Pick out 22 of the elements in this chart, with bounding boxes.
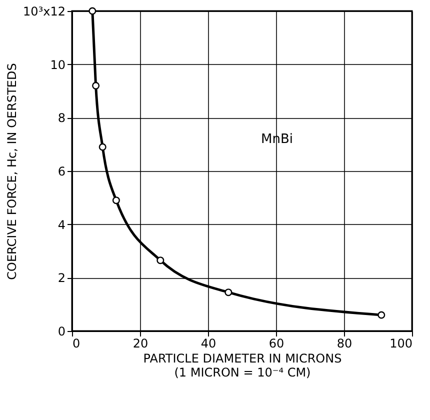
y-tick-label: 2 bbox=[58, 271, 66, 286]
x-tick-label: 20 bbox=[132, 336, 148, 350]
y-tick-label: 6 bbox=[58, 164, 66, 178]
y-tick-label: 4 bbox=[58, 218, 66, 232]
point bbox=[224, 288, 232, 296]
point bbox=[88, 7, 96, 15]
point bbox=[112, 196, 120, 204]
y-tick-label: 10 bbox=[50, 58, 66, 72]
point bbox=[378, 311, 386, 319]
x-tick-label: 100 bbox=[390, 336, 412, 350]
x-tick-label: 0 bbox=[72, 336, 80, 350]
y-tick-label: 10³x12 bbox=[23, 4, 66, 18]
x-tick-label: 40 bbox=[200, 336, 216, 350]
point bbox=[156, 256, 164, 264]
x-axis-title: PARTICLE DIAMETER IN MICRONS (1 MICRON = 10⁻⁴ CM) bbox=[143, 352, 342, 380]
point bbox=[98, 143, 106, 151]
y-axis-title: COERCIVE FORCE, Hc, IN OERSTEDS bbox=[5, 63, 20, 280]
y-tick-label: 8 bbox=[58, 111, 66, 126]
x-tick-label: 60 bbox=[268, 336, 284, 350]
point bbox=[92, 82, 100, 90]
x-tick-label: 80 bbox=[336, 336, 352, 350]
y-tick-label: 0 bbox=[58, 324, 66, 338]
